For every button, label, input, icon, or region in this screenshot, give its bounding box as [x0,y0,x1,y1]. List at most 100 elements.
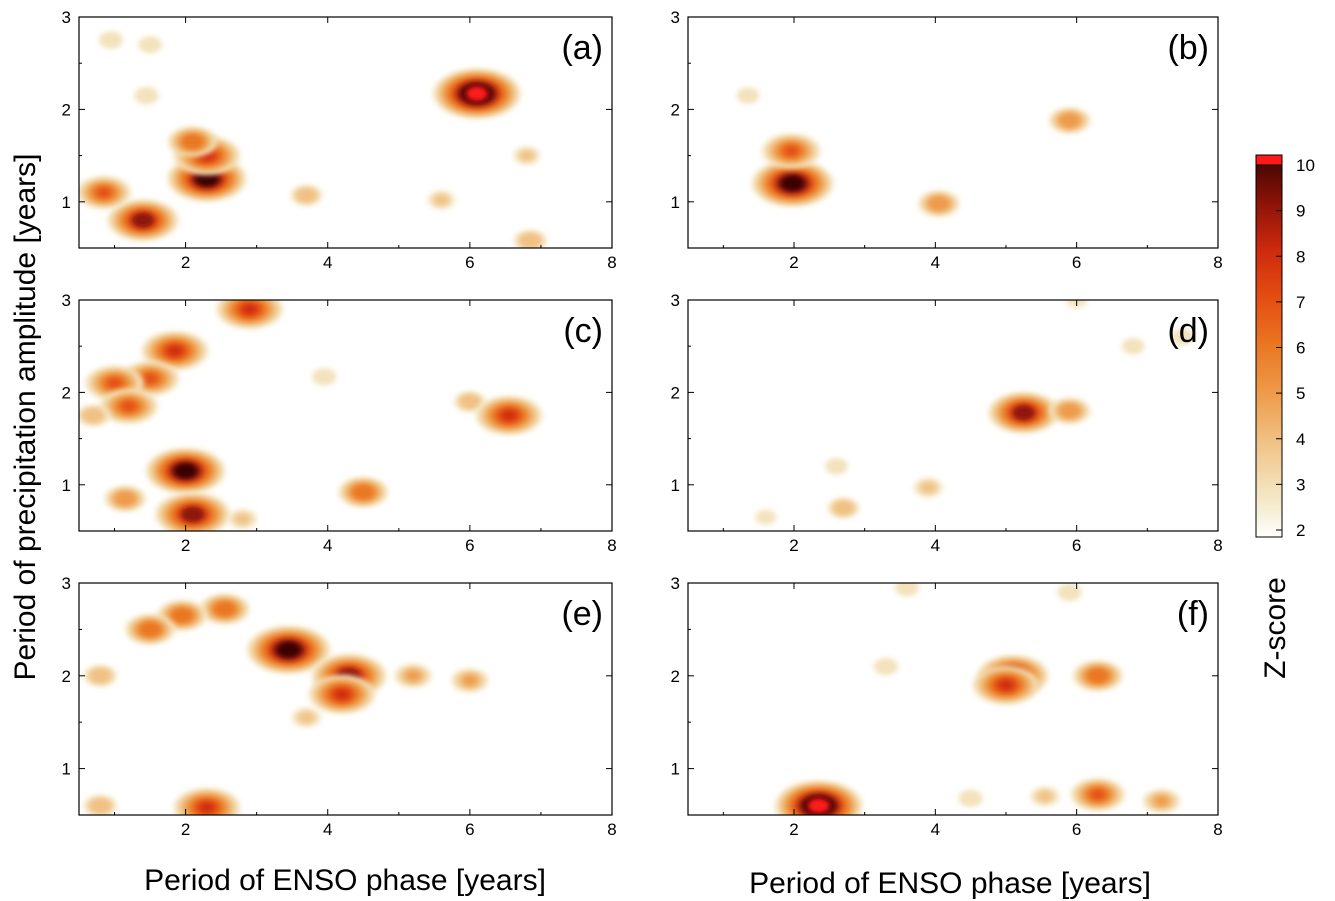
y-tick-label: 3 [671,291,680,310]
x-tick-label: 4 [931,536,940,555]
x-tick-label: 2 [181,820,190,839]
x-tick-label: 8 [607,253,616,272]
heatmap-cell [501,410,517,421]
panel-b: 2 4 6 8 1 2 3 (b) [671,8,1223,272]
y-tick-label: 3 [671,574,680,593]
x-tick-label: 6 [465,820,474,839]
y-tick-label: 2 [671,100,680,119]
x-tick-label: 4 [323,536,332,555]
colorbar-tick-label: 5 [1296,384,1305,403]
heatmap-cell [139,90,154,101]
panel-e: 2 4 6 8 1 2 3 (e) [62,574,617,839]
heatmap-cell [963,793,978,804]
heatmap-layer [83,594,489,815]
colorbar-tick-label: 9 [1296,202,1305,221]
heatmap-cell [1175,332,1190,342]
heatmap-cell [836,503,850,513]
heatmap-cell [829,461,844,472]
heatmap-cell [812,801,826,811]
x-tick-label: 4 [323,820,332,839]
y-tick-label: 1 [671,193,680,212]
heatmap-cell [1062,587,1077,598]
heatmap-cell [199,802,215,813]
colorbar-tick-label: 7 [1296,293,1305,312]
y-tick-label: 2 [62,100,71,119]
panel-label: (d) [1167,312,1209,350]
colorbar-tick-label: 3 [1296,475,1305,494]
heatmap-cell [1153,795,1169,807]
panel-label: (c) [563,312,603,350]
heatmap-cell [1090,789,1105,800]
y-tick-label: 1 [62,760,71,779]
x-tick-label: 2 [789,536,798,555]
heatmap-cell [121,401,137,412]
heatmap-cell [998,680,1014,690]
heatmap-cell [118,494,132,504]
panel-f: 2 4 6 8 1 2 3 (f) [671,574,1223,839]
heatmap-cell [899,583,915,593]
heatmap-layer [755,300,1195,525]
y-tick-label: 3 [62,574,71,593]
colorbar-ticks: 2 3 4 5 6 7 8 9 10 [1276,156,1315,540]
heatmap-cell [334,689,350,700]
heatmap-cell [93,671,108,681]
heatmap-cell [519,150,535,161]
panel-frame [78,582,613,816]
heatmap-cell [317,371,332,382]
heatmap-cell [755,509,777,525]
y-tick-label: 2 [62,383,71,402]
x-tick-label: 6 [1072,253,1081,272]
panel-label: (e) [561,595,603,633]
y-tick-label: 2 [62,667,71,686]
colorbar-tick-label: 4 [1296,430,1305,449]
heatmap-cell [1016,408,1031,418]
x-axis-label-right: Period of ENSO phase [years] [749,867,1151,900]
heatmap-cell [1062,115,1077,126]
y-tick-label: 3 [671,8,680,27]
y-tick-label: 3 [62,8,71,27]
heatmap-cell [1036,790,1054,803]
colorbar-tick-label: 6 [1296,339,1305,358]
y-tick-label: 1 [671,476,680,495]
heatmap-cell [785,178,800,188]
heatmap-cell [405,670,421,681]
panel-background [688,300,1218,531]
x-tick-label: 8 [1213,820,1222,839]
heatmap-cell [96,187,111,198]
heatmap-cell [186,137,200,147]
heatmap-cell [178,466,193,476]
panels-group: 2 4 6 8 1 2 3 (a) 2 4 6 8 1 2 3 (b) 2 4 6 8 1 2 3 (c) 2 4 6 8 1 2 3 (d)… [62,8,1223,839]
x-tick-label: 8 [1213,253,1222,272]
y-tick-label: 3 [62,291,71,310]
heatmap-cell [143,624,157,634]
panel-d: 2 4 6 8 1 2 3 (d) [671,291,1223,555]
colorbar-scale [1255,154,1283,538]
x-tick-label: 8 [607,536,616,555]
heatmap-cell [1091,671,1105,681]
x-tick-label: 6 [465,536,474,555]
x-tick-label: 8 [1213,536,1222,555]
panel-background [688,17,1218,248]
heatmap-layer [736,87,1091,217]
y-tick-label: 2 [671,667,680,686]
heatmap-cell [107,378,122,389]
heatmap-cell [175,610,189,621]
heatmap-cell [234,513,251,525]
panel-label: (b) [1167,29,1209,67]
y-tick-label: 1 [62,193,71,212]
colorbar-overflow-swatch [1255,154,1283,166]
heatmap-cell [932,198,946,209]
x-tick-label: 6 [1072,536,1081,555]
heatmap-cell [1126,341,1140,352]
x-tick-label: 2 [789,820,798,839]
colorbar-tick-label: 8 [1296,247,1305,266]
x-tick-label: 4 [931,253,940,272]
panel-background [688,583,1218,815]
x-tick-label: 4 [323,253,332,272]
heatmap-cell [299,190,313,200]
colorbar-label: Z-score [1259,577,1292,679]
heatmap-cell [463,396,477,407]
heatmap-cell [433,194,450,206]
x-tick-label: 6 [1072,820,1081,839]
